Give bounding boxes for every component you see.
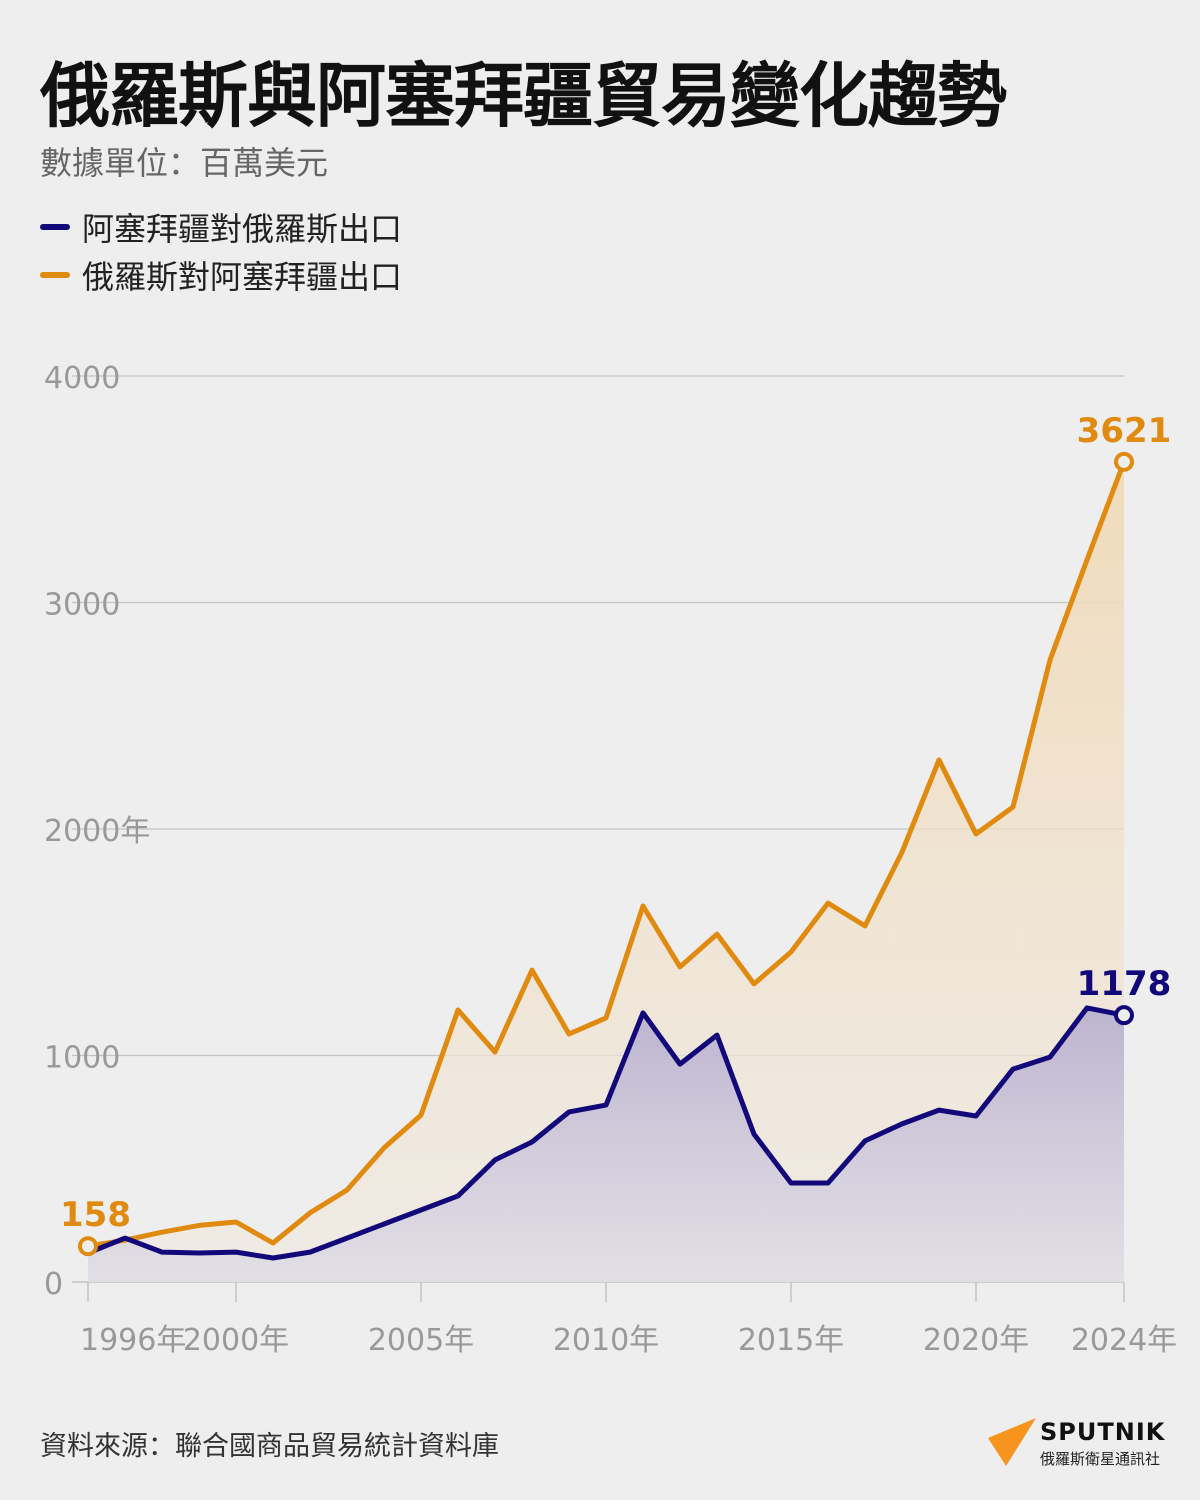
page-title: 俄羅斯與阿塞拜疆貿易變化趨勢 (40, 55, 1007, 137)
y-tick-label: 1000 (44, 1041, 120, 1076)
series-line-0 (87, 1005, 1125, 1261)
x-tick-label: 2024年 (1071, 1323, 1177, 1358)
legend-item-azerbaijan-exports: 阿塞拜疆對俄羅斯出口 (40, 204, 402, 250)
x-tick-label: 2010年 (553, 1323, 659, 1358)
legend-label: 俄羅斯對阿塞拜疆出口 (82, 258, 403, 296)
subtitle: 數據單位：百萬美元 (40, 144, 329, 182)
area-0 (88, 1007, 1124, 1282)
y-tick-label: 4000 (44, 361, 120, 396)
area-1 (88, 461, 1124, 1282)
y-tick-label: 2000年 (44, 814, 150, 849)
data-point-marker (1114, 451, 1134, 472)
x-tick-label: 2000年 (183, 1323, 289, 1358)
x-tick-label: 1996年 (80, 1323, 186, 1358)
legend-item-russia-exports: 俄羅斯對阿塞拜疆出口 (40, 252, 402, 298)
legend-label: 阿塞拜疆對俄羅斯出口 (82, 210, 403, 248)
logo-brand: SPUTNIK (1040, 1418, 1166, 1446)
x-tick-label: 2015年 (738, 1323, 844, 1358)
sputnik-logo-icon (988, 1418, 1036, 1466)
data-label: 158 (60, 1195, 131, 1235)
series-line-1 (87, 460, 1127, 1249)
logo-sub: 俄羅斯衛星通訊社 (1040, 1450, 1161, 1468)
x-tick-label: 2005年 (368, 1323, 474, 1358)
x-tick-label: 2020年 (923, 1323, 1029, 1358)
source-note: 資料來源：聯合國商品貿易統計資料庫 (40, 1431, 499, 1462)
sputnik-logo: SPUTNIK 俄羅斯衛星通訊社 (988, 1416, 1178, 1476)
data-label: 1178 (1077, 964, 1172, 1004)
data-label: 3621 (1077, 411, 1172, 451)
y-tick-label: 3000 (44, 588, 120, 623)
data-point-marker (1114, 1005, 1134, 1026)
data-point-marker (78, 1236, 98, 1257)
legend-swatch (40, 224, 70, 230)
legend-swatch (40, 272, 70, 278)
y-tick-label: 0 (44, 1267, 63, 1302)
